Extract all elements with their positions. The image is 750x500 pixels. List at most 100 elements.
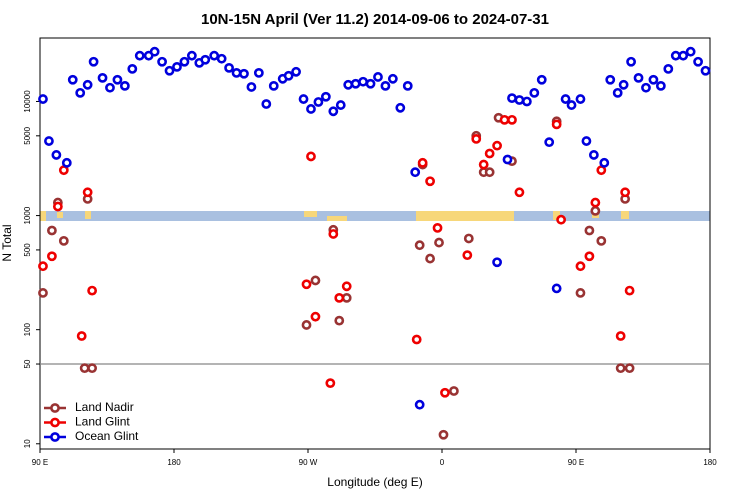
point [320,91,331,102]
point [380,80,391,91]
point [79,363,90,374]
point [87,285,98,296]
point [536,74,547,85]
point [514,187,525,198]
point [507,93,517,104]
point [261,99,272,109]
y-tick-label: 1000 [23,206,32,224]
point [365,78,376,89]
point [624,285,635,296]
legend-marker [50,403,60,413]
point [224,62,234,73]
legend-label: Land Glint [75,415,130,429]
point [88,56,99,67]
point [521,96,532,107]
point [38,288,48,298]
point [105,82,115,93]
point [387,73,398,84]
chart-title: 10N-15N April (Ver 11.2) 2014-09-06 to 2… [201,11,549,28]
point [47,225,57,236]
y-tick-label: 10000 [23,90,32,113]
point [58,235,69,246]
x-tick-label: 180 [167,458,181,467]
point [492,257,502,268]
point [484,148,495,159]
point [38,94,48,104]
point [334,292,345,303]
point [82,79,93,90]
x-tick-label: 90 E [32,458,48,467]
point [306,104,316,114]
point [127,63,138,74]
point [425,253,435,264]
point [373,72,383,82]
plot-frame [39,37,711,450]
point [164,65,175,76]
point [484,167,495,178]
point [328,229,339,239]
point [38,261,48,272]
point [566,100,577,110]
point [615,331,626,341]
point [414,399,425,410]
point [670,50,681,61]
point [341,292,352,303]
point [596,235,607,246]
point [624,363,635,374]
point [283,70,294,81]
point [239,68,249,79]
point [544,137,555,148]
point [200,54,211,65]
y-tick-label: 5000 [23,126,32,144]
point [52,201,63,212]
point [410,167,421,178]
point [678,50,689,61]
point [633,72,644,83]
point [499,114,510,125]
point [612,87,623,98]
point [432,222,443,233]
point [298,94,309,104]
legend-marker [50,417,60,428]
point [411,334,422,345]
y-tick-label: 100 [23,322,32,336]
point [179,56,190,67]
point [502,154,513,165]
point [268,80,279,91]
point [395,102,406,113]
point [358,76,368,87]
point [588,150,599,160]
point [246,82,257,92]
legend-label: Land Nadir [75,400,134,414]
point [693,56,703,67]
point [641,82,651,93]
point [685,46,696,57]
point [291,66,301,77]
point [334,315,345,326]
x-tick-label: 180 [703,458,717,467]
x-axis-label: Longitude (deg E) [327,475,422,489]
point [47,251,57,262]
legend-marker [50,432,60,442]
point [82,187,93,198]
point [463,233,474,244]
point [301,279,312,290]
point [310,311,321,322]
point [478,159,489,170]
point [341,281,352,292]
point [61,157,72,168]
point [620,187,631,198]
point [253,68,264,78]
point [306,151,316,162]
point [328,106,339,117]
point [335,100,346,110]
point [157,56,167,67]
y-tick-label: 500 [23,243,32,257]
point [605,74,616,85]
point [462,250,473,261]
point [648,74,659,85]
point [434,237,444,248]
point [172,61,182,72]
point [87,363,98,374]
